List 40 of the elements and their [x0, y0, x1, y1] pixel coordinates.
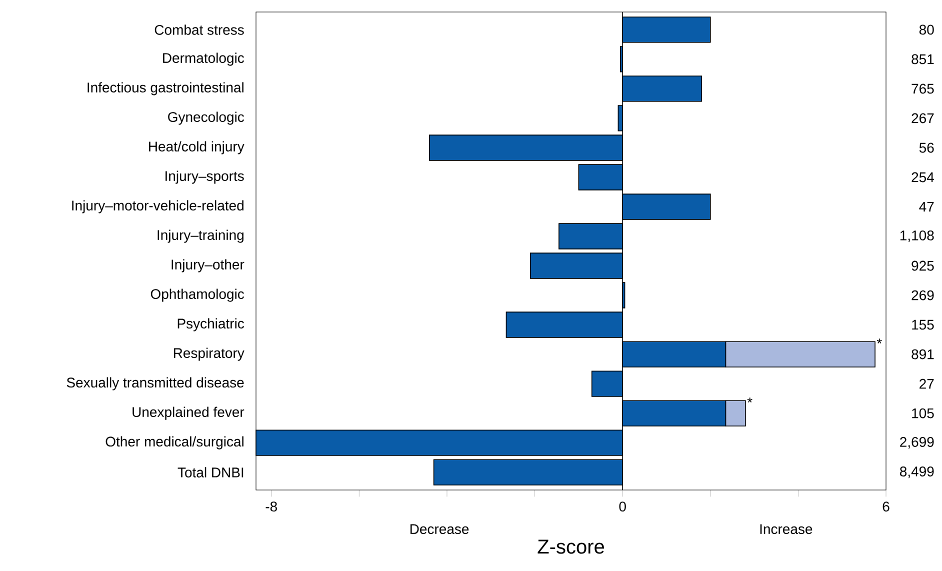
- text: 267: [912, 113, 934, 124]
- text: 269: [912, 290, 934, 300]
- y-tick-label: Unexplained fever: [132, 406, 244, 420]
- text: 80: [919, 24, 934, 35]
- y-tick-label: Sexually transmitted disease: [66, 377, 244, 390]
- x-tick-label: 0: [619, 502, 626, 512]
- text: 47: [919, 202, 934, 212]
- text: 254: [912, 172, 934, 182]
- y-tick-label: Combat stress: [154, 24, 244, 35]
- annotation: *: [876, 338, 882, 344]
- y-tick-label: Injury–sports: [166, 170, 244, 184]
- y-tick-label: Injury–training: [158, 230, 244, 243]
- y-tick-label: Total DNBI: [178, 467, 244, 478]
- y-tick-label: Infectious gastrointestinal: [88, 82, 244, 96]
- y-tick-label: Dermatologic: [163, 52, 244, 66]
- text: Decrease: [410, 524, 469, 534]
- x-tick-label: 6: [882, 502, 890, 512]
- text: 105: [912, 408, 934, 418]
- y-tick-label: Injury–motor-vehicle-related: [72, 200, 244, 214]
- text: Increase: [760, 524, 812, 534]
- y-tick-label: Injury–other: [172, 259, 244, 272]
- y-tick-label: Heat/cold injury: [149, 141, 244, 154]
- text: 891: [912, 349, 934, 360]
- text: 56: [919, 142, 934, 153]
- y-tick-label: Gynecologic: [168, 112, 244, 125]
- text: 27: [920, 378, 934, 389]
- text: 765: [912, 84, 934, 94]
- annotation: *: [747, 398, 752, 403]
- text: 8,499: [900, 466, 934, 478]
- y-tick-label: Respiratory: [174, 348, 244, 361]
- text: 851: [912, 54, 934, 64]
- x-tick-label: -8: [266, 502, 277, 512]
- y-tick-label: Ophthamologic: [150, 288, 244, 302]
- x-axis-title: Z-score: [538, 540, 604, 554]
- text: 155: [912, 320, 934, 330]
- y-tick-label: Other medical/surgical: [106, 436, 244, 450]
- text: 925: [912, 260, 934, 271]
- y-tick-label: Psychiatric: [178, 318, 244, 332]
- text: 1,108: [900, 230, 934, 242]
- text: 2,699: [900, 437, 934, 449]
